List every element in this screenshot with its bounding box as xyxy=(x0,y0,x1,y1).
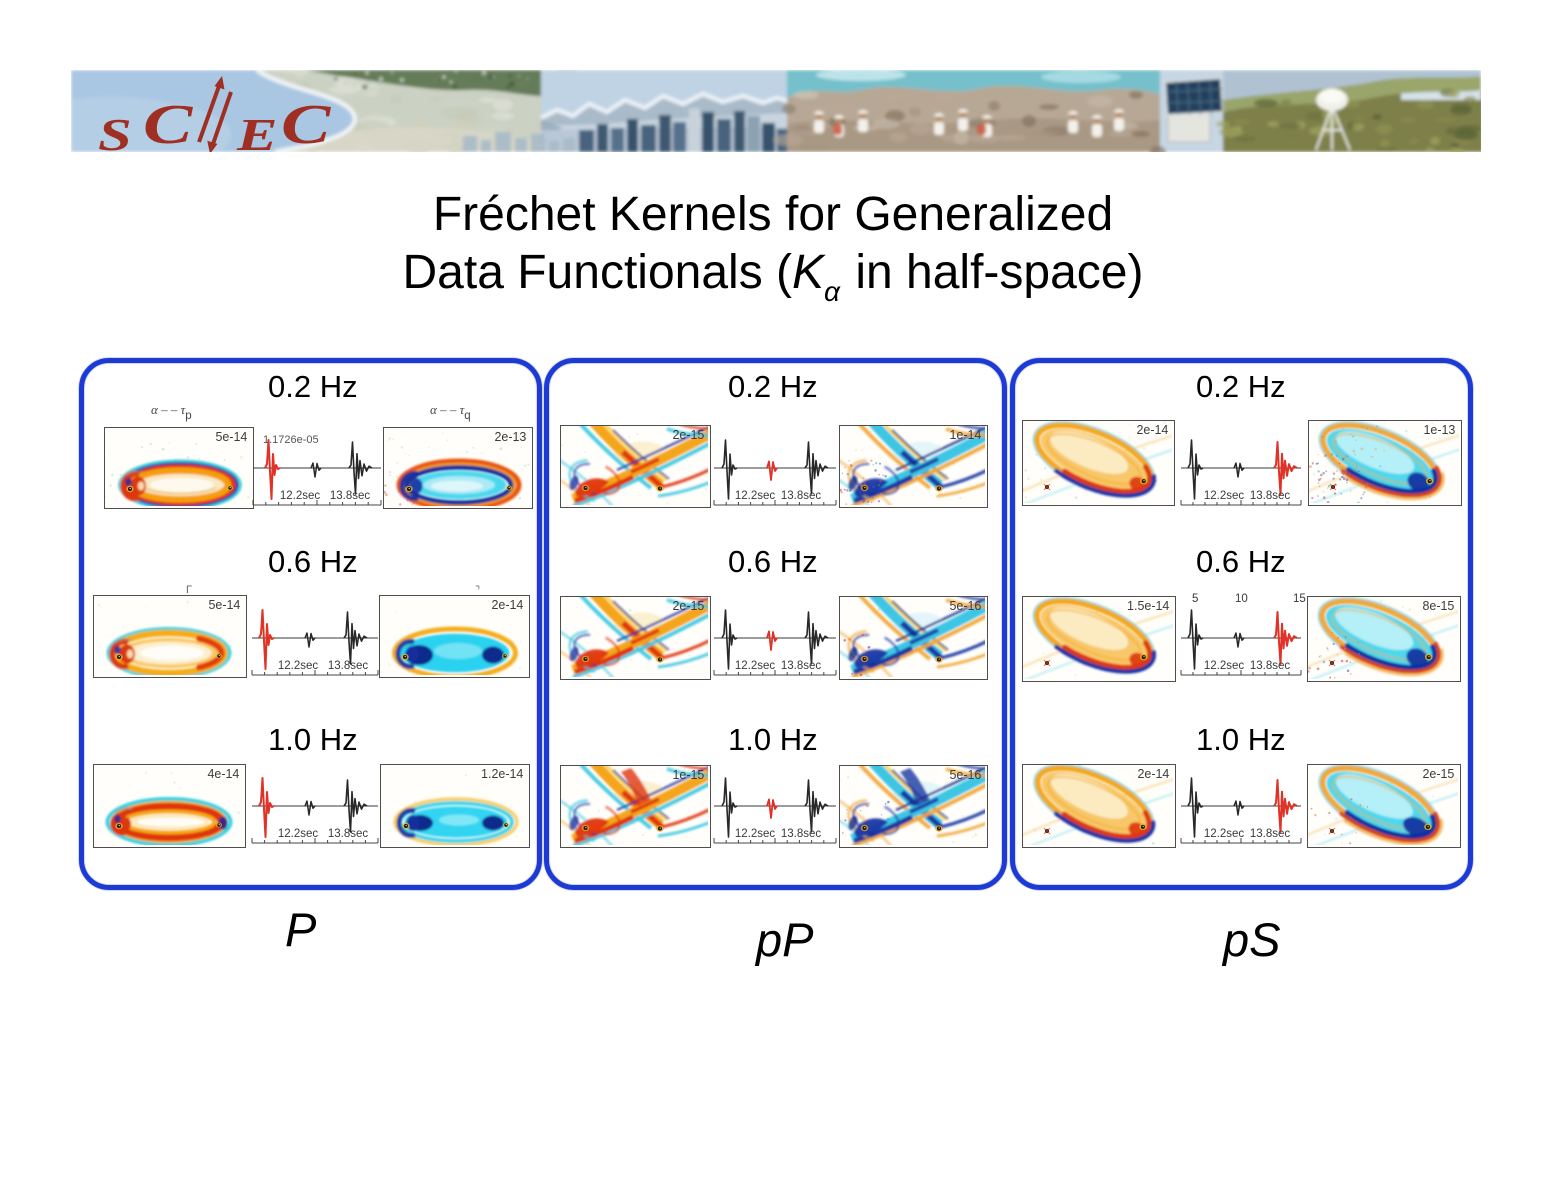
svg-text:E: E xyxy=(236,109,278,152)
svg-text:13.8sec: 13.8sec xyxy=(328,828,369,840)
svg-text:2e-15: 2e-15 xyxy=(672,599,704,613)
svg-text:13.8sec: 13.8sec xyxy=(330,490,371,502)
svg-text:13.8sec: 13.8sec xyxy=(328,660,369,672)
svg-text:5: 5 xyxy=(1192,593,1198,605)
svg-text:5e-14: 5e-14 xyxy=(208,598,240,612)
svg-text:13.8sec: 13.8sec xyxy=(781,490,822,502)
svg-text:13.8sec: 13.8sec xyxy=(781,660,822,672)
svg-text:15: 15 xyxy=(1293,593,1306,605)
svg-text:C: C xyxy=(143,94,194,152)
svg-text:13.8sec: 13.8sec xyxy=(1250,490,1291,502)
svg-text:13.8sec: 13.8sec xyxy=(1250,660,1291,672)
svg-text:C: C xyxy=(281,94,332,152)
svg-text:12.2sec: 12.2sec xyxy=(278,660,319,672)
svg-text:4e-14: 4e-14 xyxy=(207,767,239,781)
svg-text:2e-14: 2e-14 xyxy=(491,598,523,612)
svg-text:5e-16: 5e-16 xyxy=(949,599,981,613)
svg-text:8e-15: 8e-15 xyxy=(1422,599,1454,613)
svg-text:1e-15: 1e-15 xyxy=(672,768,704,782)
svg-text:2e-15: 2e-15 xyxy=(672,428,704,442)
svg-text:2e-13: 2e-13 xyxy=(494,430,526,444)
svg-text:13.8sec: 13.8sec xyxy=(1250,828,1291,840)
svg-text:12.2sec: 12.2sec xyxy=(1204,828,1245,840)
svg-text:S: S xyxy=(98,109,132,152)
svg-text:12.2sec: 12.2sec xyxy=(278,828,319,840)
svg-text:1.1726e-05: 1.1726e-05 xyxy=(263,434,319,446)
svg-text:1e-14: 1e-14 xyxy=(949,428,981,442)
svg-text:1e-13: 1e-13 xyxy=(1423,423,1455,437)
svg-text:5e-14: 5e-14 xyxy=(215,430,247,444)
svg-text:12.2sec: 12.2sec xyxy=(1204,660,1245,672)
svg-text:5e-16: 5e-16 xyxy=(949,768,981,782)
svg-text:1.2e-14: 1.2e-14 xyxy=(481,767,523,781)
svg-text:13.8sec: 13.8sec xyxy=(781,828,822,840)
svg-text:2e-14: 2e-14 xyxy=(1137,767,1169,781)
svg-text:10: 10 xyxy=(1235,593,1248,605)
svg-text:12.2sec: 12.2sec xyxy=(280,490,321,502)
svg-text:12.2sec: 12.2sec xyxy=(735,828,776,840)
svg-text:2e-14: 2e-14 xyxy=(1136,423,1168,437)
svg-text:12.2sec: 12.2sec xyxy=(735,490,776,502)
svg-text:12.2sec: 12.2sec xyxy=(1204,490,1245,502)
svg-text:1.5e-14: 1.5e-14 xyxy=(1127,599,1169,613)
svg-text:12.2sec: 12.2sec xyxy=(735,660,776,672)
svg-text:2e-15: 2e-15 xyxy=(1422,767,1454,781)
